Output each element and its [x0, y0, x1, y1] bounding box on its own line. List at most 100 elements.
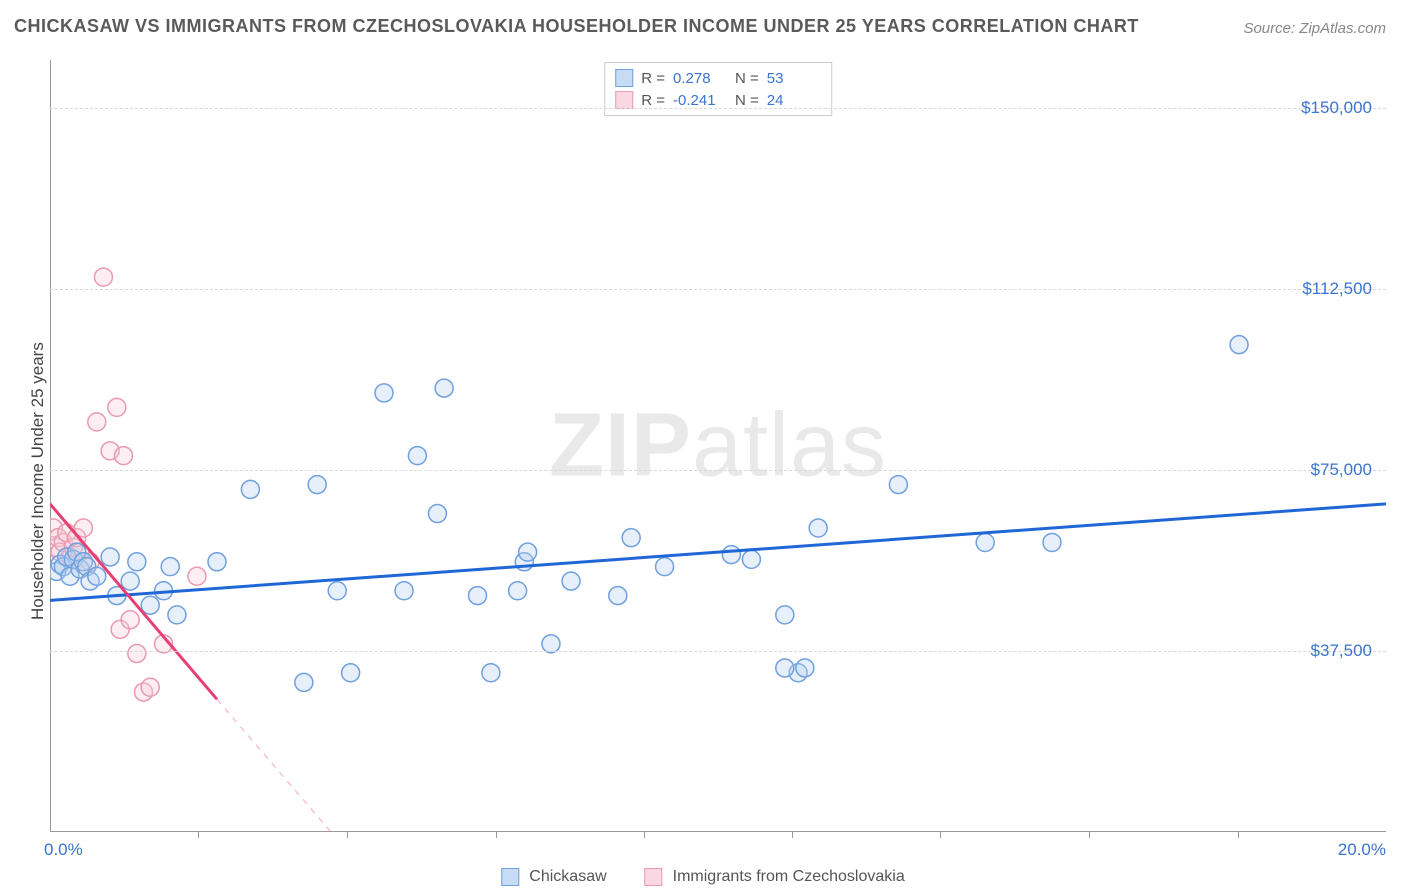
swatch-czech [645, 868, 663, 886]
data-point [101, 548, 119, 566]
n-value-chickasaw: 53 [767, 70, 821, 87]
stats-row-chickasaw: R = 0.278 N = 53 [615, 67, 821, 89]
data-point [155, 582, 173, 600]
data-point [208, 553, 226, 571]
y-tick-label: $150,000 [1301, 98, 1372, 118]
watermark-suffix: atlas [692, 396, 887, 496]
data-point [54, 558, 72, 576]
data-point [776, 659, 794, 677]
data-point [509, 582, 527, 600]
data-point [128, 644, 146, 662]
data-point [121, 572, 139, 590]
watermark-prefix: ZIP [549, 396, 692, 496]
data-point [81, 572, 99, 590]
data-point [408, 447, 426, 465]
data-point [74, 519, 92, 537]
data-point [111, 620, 129, 638]
data-point [469, 587, 487, 605]
data-point [241, 480, 259, 498]
data-point [395, 582, 413, 600]
y-axis-title: Householder Income Under 25 years [28, 342, 48, 620]
data-point [141, 596, 159, 614]
data-point [308, 476, 326, 494]
data-point [519, 543, 537, 561]
data-point [609, 587, 627, 605]
data-point [809, 519, 827, 537]
data-point [50, 529, 67, 547]
data-point [656, 558, 674, 576]
data-point [50, 562, 66, 580]
data-point [128, 553, 146, 571]
r-value-chickasaw: 0.278 [673, 70, 727, 87]
data-point [342, 664, 360, 682]
data-point [108, 398, 126, 416]
data-point [789, 664, 807, 682]
series-label-chickasaw: Chickasaw [529, 868, 606, 886]
data-point [328, 582, 346, 600]
y-tick-label: $37,500 [1311, 641, 1372, 661]
data-point [58, 548, 76, 566]
swatch-chickasaw [501, 868, 519, 886]
x-tick [1238, 832, 1239, 838]
data-point [114, 447, 132, 465]
gridline [50, 108, 1386, 109]
plot-area: ZIPatlas R = 0.278 N = 53 R = -0.241 N =… [50, 60, 1386, 832]
data-point [64, 550, 82, 568]
data-point [515, 553, 533, 571]
chart-title: CHICKASAW VS IMMIGRANTS FROM CZECHOSLOVA… [14, 16, 1139, 37]
x-tick [792, 832, 793, 838]
data-point [435, 379, 453, 397]
x-tick [347, 832, 348, 838]
data-point [776, 606, 794, 624]
data-point [188, 567, 206, 585]
x-tick [198, 832, 199, 838]
data-point [375, 384, 393, 402]
data-point [54, 534, 72, 552]
data-point [68, 529, 86, 547]
data-point [101, 442, 119, 460]
trend-line [50, 504, 217, 699]
data-point [428, 505, 446, 523]
data-point [976, 534, 994, 552]
y-tick-label: $112,500 [1302, 279, 1372, 299]
swatch-chickasaw [615, 69, 633, 87]
data-point [482, 664, 500, 682]
data-point [722, 546, 740, 564]
n-prefix: N = [735, 70, 759, 87]
data-point [61, 567, 79, 585]
data-point [64, 538, 82, 556]
series-label-czech: Immigrants from Czechoslovakia [673, 868, 905, 886]
n-prefix: N = [735, 92, 759, 109]
data-point [742, 550, 760, 568]
x-tick [940, 832, 941, 838]
data-point [68, 543, 86, 561]
x-axis-min-label: 0.0% [44, 840, 83, 860]
data-point [889, 476, 907, 494]
data-point [1043, 534, 1061, 552]
r-prefix: R = [641, 70, 665, 87]
r-value-czech: -0.241 [673, 92, 727, 109]
swatch-czech [615, 91, 633, 109]
data-point [71, 543, 89, 561]
data-point [51, 555, 69, 573]
series-legend: Chickasaw Immigrants from Czechoslovakia [501, 868, 904, 886]
data-point [108, 587, 126, 605]
data-point [81, 553, 99, 571]
x-axis-line [50, 831, 1386, 832]
data-point [1230, 336, 1248, 354]
data-point [58, 524, 76, 542]
y-tick-label: $75,000 [1311, 460, 1372, 480]
data-point [168, 606, 186, 624]
y-axis-line [50, 60, 51, 832]
data-point [74, 553, 92, 571]
x-axis-max-label: 20.0% [1338, 840, 1386, 860]
trend-line [217, 699, 484, 832]
watermark: ZIPatlas [549, 395, 887, 498]
data-point [135, 683, 153, 701]
data-point [88, 567, 106, 585]
data-point [88, 413, 106, 431]
gridline [50, 289, 1386, 290]
data-point [61, 548, 79, 566]
source-label: Source: ZipAtlas.com [1243, 20, 1386, 37]
scatter-svg [50, 60, 1386, 832]
